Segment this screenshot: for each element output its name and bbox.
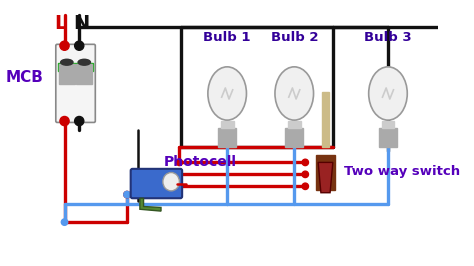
Bar [316, 155, 335, 190]
Text: MCB: MCB [6, 70, 44, 85]
Circle shape [176, 171, 182, 178]
Polygon shape [140, 198, 161, 211]
Bar [59, 64, 74, 84]
Ellipse shape [163, 173, 179, 191]
Bar [322, 92, 329, 147]
Circle shape [74, 117, 84, 126]
Circle shape [124, 191, 130, 198]
Bar [382, 121, 394, 128]
Text: Bulb 1: Bulb 1 [203, 31, 251, 44]
Circle shape [61, 219, 68, 225]
Text: N: N [73, 14, 89, 32]
Text: Two way switch: Two way switch [344, 165, 460, 178]
Ellipse shape [60, 59, 74, 66]
Text: Bulb 3: Bulb 3 [364, 31, 412, 44]
Polygon shape [318, 163, 333, 193]
Ellipse shape [275, 67, 313, 120]
Circle shape [60, 117, 69, 126]
Bar [58, 63, 93, 70]
Circle shape [302, 183, 309, 189]
Bar [379, 128, 397, 147]
Text: Photocell: Photocell [164, 155, 237, 169]
Circle shape [302, 171, 309, 178]
Bar [285, 128, 303, 147]
Bar [221, 121, 234, 128]
Circle shape [124, 191, 130, 198]
Bar [76, 64, 92, 84]
Ellipse shape [208, 67, 246, 120]
Circle shape [74, 41, 84, 50]
Bar [218, 128, 237, 147]
Text: Bulb 2: Bulb 2 [271, 31, 318, 44]
FancyBboxPatch shape [56, 44, 95, 122]
FancyBboxPatch shape [131, 169, 182, 198]
Circle shape [60, 41, 69, 50]
Ellipse shape [77, 59, 91, 66]
Ellipse shape [369, 67, 407, 120]
Circle shape [176, 159, 182, 166]
Text: L: L [55, 14, 67, 32]
Circle shape [302, 159, 309, 166]
Bar [288, 121, 301, 128]
